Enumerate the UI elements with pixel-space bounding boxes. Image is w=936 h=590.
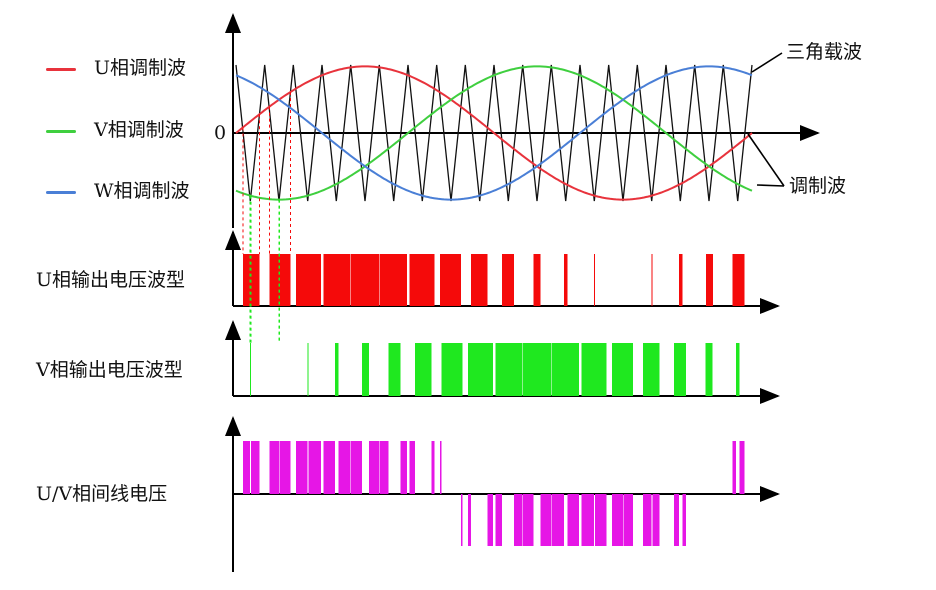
uv-positive-pulse: [400, 441, 407, 494]
zero-label: 0: [214, 122, 227, 144]
uv-line-label: U/V相间线电压: [36, 483, 168, 505]
uv-positive-pulse: [351, 441, 362, 494]
u-pulse: [533, 254, 541, 306]
w-modulating-wave: [235, 65, 753, 201]
uv-positive-pulse: [323, 441, 335, 494]
u-pulse: [440, 254, 461, 306]
uv-negative-pulse: [540, 494, 552, 546]
v-pulse: [705, 343, 713, 396]
v-pulse: [388, 343, 401, 396]
uv-positive-pulse: [308, 441, 321, 494]
uv-positive-pulse: [739, 441, 745, 494]
u-pulse: [351, 254, 380, 306]
v-pulse: [736, 343, 740, 396]
triangle-carrier-wave: [235, 64, 753, 202]
uv-positive-pulse: [380, 441, 389, 494]
carrier-label: 三角载波: [786, 41, 863, 63]
uv-positive-pulse: [409, 441, 415, 494]
uv-positive-pulse: [243, 441, 250, 494]
v-legend-swatch: [46, 130, 76, 133]
u-pulse: [564, 254, 568, 306]
u-modulating-wave: [235, 65, 753, 201]
w-legend-label: W相调制波: [94, 180, 190, 202]
u-pulse: [679, 254, 683, 306]
carrier-pointer: [751, 52, 783, 73]
u-pulse: [296, 254, 321, 306]
v-pulse: [307, 343, 309, 396]
modulating-waves: [235, 65, 753, 201]
uv-negative-pulse: [487, 494, 493, 546]
v-pulse: [495, 343, 523, 396]
uv-positive-pulse: [431, 441, 435, 494]
uv-negative-pulse: [514, 494, 523, 546]
uv-negative-pulse: [623, 494, 633, 546]
uv-negative-pulse: [552, 494, 564, 546]
v-pulse: [250, 343, 251, 396]
uv-negative-pulse: [682, 494, 686, 546]
u-pulse: [409, 254, 435, 306]
v-pulse: [335, 343, 339, 396]
uv-line-voltage-pulses: [243, 441, 745, 546]
uv-negative-pulse: [643, 494, 652, 546]
uv-positive-pulse: [369, 441, 380, 494]
uv-positive-pulse: [279, 441, 291, 494]
v-pulse: [523, 343, 552, 396]
uv-negative-pulse: [567, 494, 579, 546]
u-output-label: U相输出电压波型: [36, 269, 186, 291]
v-pulse: [581, 343, 607, 396]
v-pulse: [674, 343, 686, 396]
u-pulse: [323, 254, 351, 306]
u-phase-pulse-train: [243, 254, 745, 306]
uv-negative-pulse: [652, 494, 660, 546]
modulating-pointer-1: [747, 133, 785, 187]
uv-negative-pulse: [461, 494, 463, 546]
modulating-label: 调制波: [789, 175, 847, 197]
uv-negative-pulse: [495, 494, 502, 546]
carrier-line: [235, 64, 753, 202]
uv-negative-pulse: [523, 494, 534, 546]
u-pulse: [651, 254, 653, 306]
uv-positive-pulse: [732, 441, 736, 494]
v-pulse: [415, 343, 432, 396]
u-legend-label: U相调制波: [94, 57, 187, 79]
u-pulse: [471, 254, 488, 306]
v-phase-pulse-train: [250, 343, 740, 396]
uv-positive-pulse: [251, 441, 260, 494]
v-modulating-wave: [235, 65, 753, 201]
v-pulse: [552, 343, 579, 396]
uv-positive-pulse: [269, 441, 279, 494]
v-pulse: [362, 343, 369, 396]
uv-negative-pulse: [595, 494, 607, 546]
uv-positive-pulse: [440, 441, 442, 494]
v-pulse: [612, 343, 633, 396]
v-pulse: [468, 343, 493, 396]
uv-negative-pulse: [581, 494, 594, 546]
uv-positive-pulse: [338, 441, 351, 494]
dashed-guide-lines: [242, 91, 291, 343]
uv-negative-pulse: [674, 494, 679, 546]
v-pulse: [441, 343, 463, 396]
w-legend-swatch: [46, 191, 76, 194]
v-legend-label: V相调制波: [94, 119, 184, 141]
u-legend-swatch: [46, 68, 76, 71]
uv-negative-pulse: [612, 494, 623, 546]
u-pulse: [732, 254, 745, 306]
u-pulse: [594, 254, 595, 306]
uv-positive-pulse: [296, 441, 308, 494]
v-output-label: V相输出电压波型: [36, 359, 183, 381]
u-pulse: [380, 254, 407, 306]
u-pulse: [706, 254, 713, 306]
u-pulse: [502, 254, 514, 306]
modulating-pointer-2: [756, 184, 785, 187]
uv-negative-pulse: [468, 494, 471, 546]
v-pulse: [643, 343, 660, 396]
